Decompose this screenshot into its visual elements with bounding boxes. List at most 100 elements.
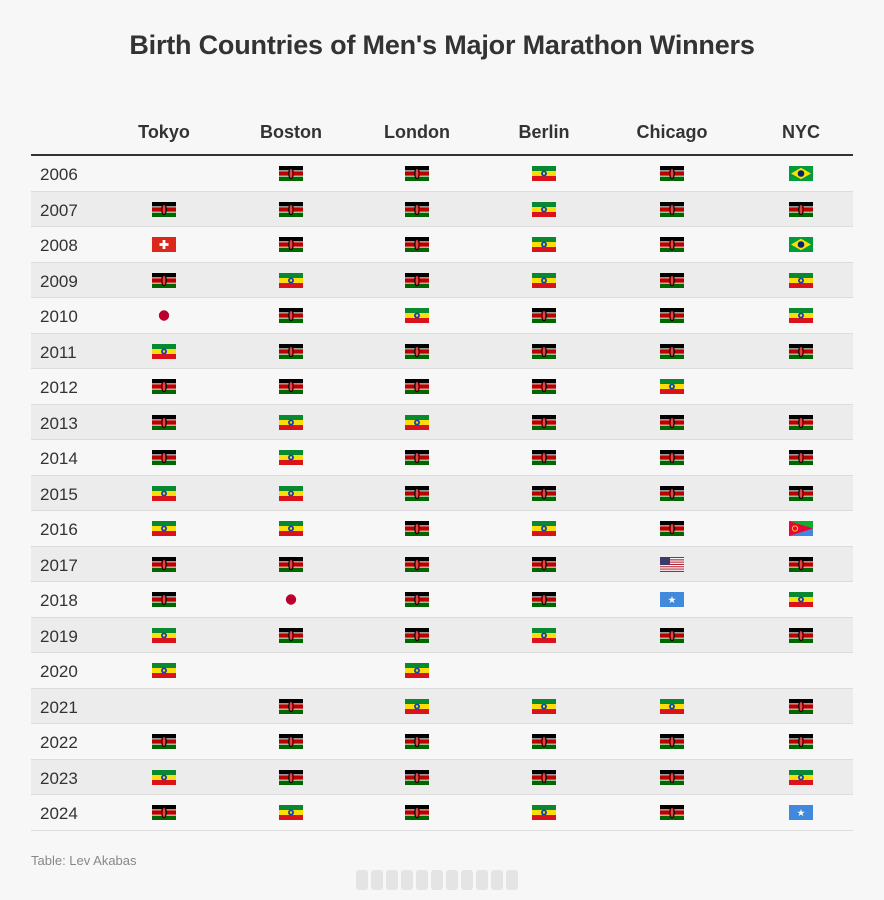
ethiopia-flag-icon bbox=[532, 272, 556, 288]
year-label: 2010 bbox=[40, 307, 78, 326]
kenya-flag-icon bbox=[152, 201, 176, 217]
kenya-flag-icon bbox=[660, 272, 684, 288]
kenya-flag-icon bbox=[279, 734, 303, 749]
year-label: 2014 bbox=[40, 449, 78, 468]
kenya-flag-icon bbox=[279, 379, 303, 394]
kenya-flag-icon bbox=[660, 769, 684, 785]
year-label: 2011 bbox=[40, 342, 77, 362]
kenya-flag-icon bbox=[405, 237, 429, 252]
japan-flag-icon bbox=[279, 592, 303, 607]
year-label: 2019 bbox=[40, 626, 78, 646]
winners-table: Tokyo Boston London Berlin Chicago NYC 2006 bbox=[31, 110, 853, 831]
table-row: 2010 bbox=[31, 298, 853, 334]
ethiopia-flag-icon bbox=[789, 272, 813, 288]
kenya-flag-icon bbox=[532, 379, 556, 394]
ethiopia-flag-icon bbox=[789, 592, 813, 607]
kenya-flag-icon bbox=[279, 201, 303, 217]
kenya-flag-icon bbox=[405, 166, 429, 181]
year-label: 2024 bbox=[40, 804, 78, 823]
column-header-boston: Boston bbox=[260, 122, 322, 142]
year-label: 2016 bbox=[40, 520, 78, 539]
year-label: 2009 bbox=[40, 271, 78, 291]
kenya-flag-icon bbox=[660, 166, 684, 181]
column-header-tokyo: Tokyo bbox=[138, 122, 190, 142]
kenya-flag-icon bbox=[789, 734, 813, 749]
ethiopia-flag-icon bbox=[152, 769, 176, 785]
kenya-flag-icon bbox=[789, 698, 813, 714]
table-row: 2016 bbox=[31, 511, 853, 547]
year-label: 2020 bbox=[40, 662, 78, 681]
kenya-flag-icon bbox=[279, 769, 303, 785]
kenya-flag-icon bbox=[789, 414, 813, 430]
kenya-flag-icon bbox=[532, 769, 556, 785]
ethiopia-flag-icon bbox=[405, 414, 429, 430]
kenya-flag-icon bbox=[279, 237, 303, 252]
ethiopia-flag-icon bbox=[532, 698, 556, 714]
kenya-flag-icon bbox=[660, 521, 684, 536]
usa-flag-icon bbox=[660, 556, 684, 572]
kenya-flag-icon bbox=[660, 201, 684, 217]
year-label: 2008 bbox=[40, 236, 78, 255]
ethiopia-flag-icon bbox=[279, 414, 303, 430]
table-row: 2018 bbox=[31, 582, 853, 618]
kenya-flag-icon bbox=[405, 521, 429, 536]
kenya-flag-icon bbox=[152, 379, 176, 394]
kenya-flag-icon bbox=[152, 556, 176, 572]
kenya-flag-icon bbox=[789, 343, 813, 359]
kenya-flag-icon bbox=[789, 627, 813, 643]
year-label: 2018 bbox=[40, 591, 78, 610]
table-row: 2023 bbox=[31, 759, 853, 795]
ethiopia-flag-icon bbox=[532, 521, 556, 536]
kenya-flag-icon bbox=[405, 734, 429, 749]
kenya-flag-icon bbox=[279, 343, 303, 359]
japan-flag-icon bbox=[152, 308, 176, 323]
kenya-flag-icon bbox=[405, 272, 429, 288]
ethiopia-flag-icon bbox=[532, 627, 556, 643]
ethiopia-flag-icon bbox=[405, 698, 429, 714]
ethiopia-flag-icon bbox=[789, 308, 813, 323]
ethiopia-flag-icon bbox=[532, 237, 556, 252]
ethiopia-flag-icon bbox=[405, 663, 429, 678]
ethiopia-flag-icon bbox=[279, 450, 303, 465]
table-row: 2024 bbox=[31, 795, 853, 831]
kenya-flag-icon bbox=[152, 450, 176, 465]
ethiopia-flag-icon bbox=[532, 166, 556, 181]
table-row: 2009 bbox=[31, 262, 853, 298]
year-label: 2006 bbox=[40, 165, 78, 184]
kenya-flag-icon bbox=[789, 201, 813, 217]
brazil-flag-icon bbox=[789, 166, 813, 181]
table-row: 2011 bbox=[31, 333, 853, 369]
table-row: 2015 bbox=[31, 475, 853, 511]
kenya-flag-icon bbox=[660, 627, 684, 643]
column-header-berlin: Berlin bbox=[518, 122, 570, 142]
kenya-flag-icon bbox=[152, 734, 176, 749]
column-header-chicago: Chicago bbox=[636, 122, 708, 142]
kenya-flag-icon bbox=[789, 450, 813, 465]
kenya-flag-icon bbox=[279, 627, 303, 643]
kenya-flag-icon bbox=[279, 698, 303, 714]
kenya-flag-icon bbox=[660, 343, 684, 359]
ethiopia-flag-icon bbox=[532, 805, 556, 820]
year-label: 2017 bbox=[40, 555, 78, 575]
ethiopia-flag-icon bbox=[279, 521, 303, 536]
eritrea-flag-icon bbox=[789, 521, 813, 536]
year-label: 2021 bbox=[40, 697, 78, 717]
ethiopia-flag-icon bbox=[789, 769, 813, 785]
year-label: 2022 bbox=[40, 733, 78, 752]
brazil-flag-icon bbox=[789, 237, 813, 252]
table-row: 2021 bbox=[31, 688, 853, 724]
kenya-flag-icon bbox=[152, 592, 176, 607]
kenya-flag-icon bbox=[532, 414, 556, 430]
year-label: 2012 bbox=[40, 378, 78, 397]
chart-title: Birth Countries of Men's Major Marathon … bbox=[129, 30, 755, 60]
kenya-flag-icon bbox=[405, 485, 429, 501]
column-header-london: London bbox=[384, 122, 450, 142]
kenya-flag-icon bbox=[660, 805, 684, 820]
kenya-flag-icon bbox=[279, 308, 303, 323]
table-row: 2014 bbox=[31, 440, 853, 476]
kenya-flag-icon bbox=[660, 308, 684, 323]
kenya-flag-icon bbox=[789, 485, 813, 501]
source-credit: Table: Lev Akabas bbox=[31, 853, 137, 868]
kenya-flag-icon bbox=[532, 485, 556, 501]
kenya-flag-icon bbox=[405, 379, 429, 394]
